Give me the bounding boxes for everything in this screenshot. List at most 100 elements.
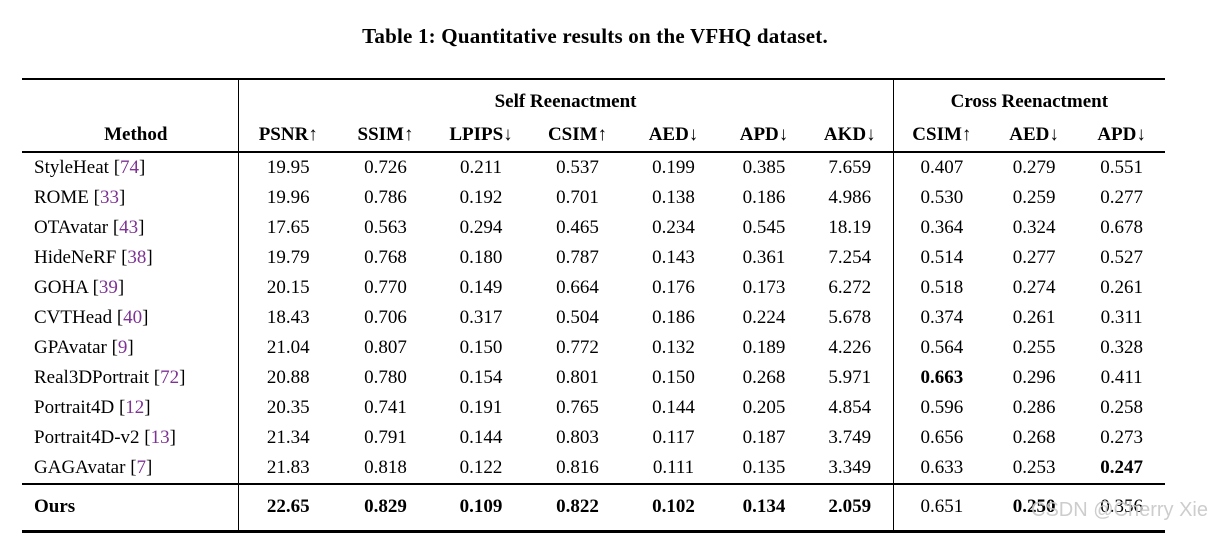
metric-value: 0.656	[892, 423, 991, 453]
metric-value: 0.173	[742, 276, 786, 298]
table-row: CVTHead [40] 18.43 0.706 0.317 0.504 0.186 0.2…	[22, 303, 1165, 333]
table-row: Portrait4D-v2 [13] 21.34 0.791 0.144 0.803 0.…	[22, 423, 1165, 453]
table-row: Real3DPortrait [72] 20.88 0.780 0.154 0.801 0…	[22, 363, 1165, 393]
metric-value: 0.149	[459, 276, 503, 298]
table-row: GPAvatar [9] 21.04 0.807 0.150 0.772 0.132 0.1…	[22, 333, 1165, 363]
column-header-psnr: PSNR↑	[237, 119, 338, 153]
metric-value: 0.801	[556, 366, 599, 388]
metric-value: 0.780	[364, 366, 407, 388]
metric-value: 0.111	[652, 456, 695, 478]
metric-value: 0.770	[364, 276, 407, 298]
citation-link[interactable]: 7	[136, 456, 147, 478]
metric-value: 0.180	[459, 246, 503, 268]
metric-value: 0.199	[652, 156, 695, 178]
metric-value: 0.765	[556, 396, 599, 418]
metric-value: 0.663	[892, 363, 991, 393]
metric-value: 0.741	[364, 396, 407, 418]
metric-value: 20.88	[237, 363, 338, 393]
metric-value: 0.324	[1012, 216, 1056, 238]
metric-value: 0.134	[721, 483, 807, 532]
column-header-lpips: LPIPS↓	[433, 119, 529, 153]
metric-value: 3.349	[828, 456, 872, 478]
table-caption: Table 1: Quantitative results on the VFH…	[362, 24, 828, 48]
metric-value: 0.818	[364, 456, 407, 478]
column-header-apd: APD↓	[721, 119, 807, 153]
metric-value: 0.234	[652, 216, 695, 238]
column-header-csim-cross: CSIM↑	[892, 119, 991, 153]
metric-value: 0.791	[364, 426, 407, 448]
group-header-spacer	[22, 79, 238, 119]
metric-value: 7.659	[828, 156, 872, 178]
metric-value: 0.678	[1100, 216, 1143, 238]
metric-value: 0.504	[556, 306, 599, 328]
citation-link[interactable]: 40	[123, 306, 143, 328]
group-header-cross-reenactment: Cross Reenactment	[892, 79, 1166, 119]
metric-value: 0.564	[892, 333, 991, 363]
method-name: Real3DPortrait [72]	[34, 366, 186, 388]
metric-value: 0.829	[338, 483, 433, 532]
metric-value: 0.211	[459, 156, 503, 178]
metric-value: 19.79	[237, 243, 338, 273]
metric-value: 0.258	[1100, 396, 1143, 418]
metric-value: 0.144	[459, 426, 503, 448]
column-header-aed-cross: AED↓	[990, 119, 1079, 153]
method-name: StyleHeat [74]	[34, 156, 146, 178]
citation-link[interactable]: 39	[98, 276, 118, 298]
metric-value: 0.186	[742, 186, 786, 208]
table-row: GAGAvatar [7] 21.83 0.818 0.122 0.816 0.111 0.…	[22, 453, 1165, 484]
metric-value: 0.701	[556, 186, 599, 208]
table-row: Portrait4D [12] 20.35 0.741 0.191 0.765 0.144…	[22, 393, 1165, 423]
column-header-akd: AKD↓	[807, 119, 894, 153]
metric-value: 21.34	[237, 423, 338, 453]
metric-value: 0.109	[433, 483, 529, 532]
metric-value: 4.854	[828, 396, 872, 418]
metric-value: 0.117	[652, 426, 695, 448]
metric-value: 0.803	[556, 426, 599, 448]
metric-value: 0.143	[652, 246, 695, 268]
table-row: OTAvatar [43] 17.65 0.563 0.294 0.465 0.234 0.…	[22, 213, 1165, 243]
metric-value: 0.374	[892, 303, 991, 333]
citation-link[interactable]: 33	[99, 186, 119, 208]
citation-link[interactable]: 13	[150, 426, 170, 448]
metric-value: 0.189	[742, 336, 786, 358]
metric-value: 6.272	[828, 276, 872, 298]
metric-value: 0.150	[652, 366, 695, 388]
group-header-self-reenactment: Self Reenactment	[237, 79, 894, 119]
metric-value: 0.261	[1012, 306, 1056, 328]
metric-value: 20.35	[237, 393, 338, 423]
method-name: CVTHead [40]	[34, 306, 149, 328]
citation-link[interactable]: 74	[120, 156, 140, 178]
method-name: Ours	[22, 483, 238, 532]
metric-value: 19.95	[237, 152, 338, 183]
metric-value: 4.986	[828, 186, 872, 208]
metric-value: 0.274	[1012, 276, 1056, 298]
citation-link[interactable]: 72	[160, 366, 180, 388]
metric-value: 0.527	[1100, 246, 1143, 268]
citation-link[interactable]: 9	[117, 336, 128, 358]
metric-value: 0.807	[364, 336, 407, 358]
citation-link[interactable]: 12	[125, 396, 145, 418]
metric-value: 0.772	[556, 336, 599, 358]
citation-link[interactable]: 38	[127, 246, 147, 268]
method-name: GOHA [39]	[34, 276, 125, 298]
group-header-row: Self Reenactment Cross Reenactment	[22, 79, 1166, 119]
method-name: GPAvatar [9]	[34, 336, 134, 358]
metric-value: 0.144	[652, 396, 695, 418]
metric-value: 5.678	[828, 306, 872, 328]
metric-value: 21.04	[237, 333, 338, 363]
method-name: GAGAvatar [7]	[34, 456, 153, 478]
metric-value: 0.816	[556, 456, 599, 478]
method-name: OTAvatar [43]	[34, 216, 145, 238]
metric-value: 0.356	[1078, 483, 1166, 532]
method-name: ROME [33]	[34, 186, 126, 208]
metric-value: 0.664	[556, 276, 599, 298]
metric-value: 0.294	[459, 216, 503, 238]
citation-link[interactable]: 43	[119, 216, 139, 238]
column-header-method: Method	[22, 119, 238, 153]
metric-value: 0.279	[1012, 156, 1056, 178]
metric-value: 0.186	[652, 306, 695, 328]
metric-value: 0.328	[1100, 336, 1143, 358]
method-name: Portrait4D-v2 [13]	[34, 426, 176, 448]
metric-value: 0.551	[1100, 156, 1143, 178]
metric-value: 0.187	[742, 426, 786, 448]
